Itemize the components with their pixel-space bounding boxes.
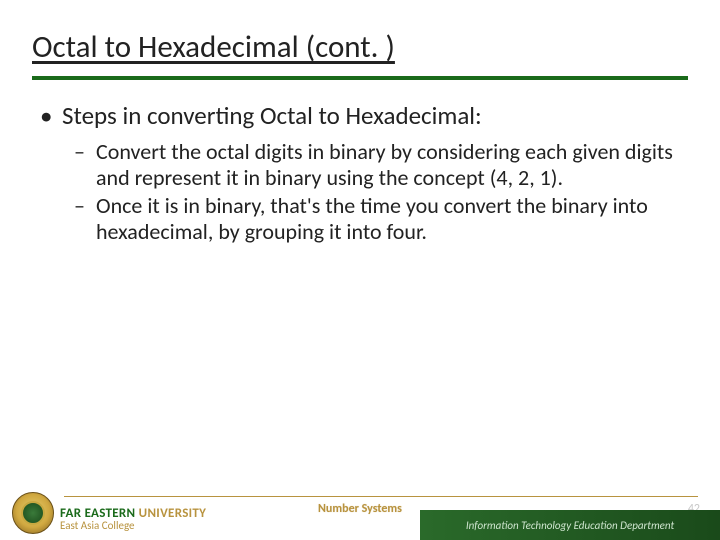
bullet-dot-icon: • — [40, 100, 62, 131]
college-name: East Asia College — [60, 520, 206, 532]
slide: Octal to Hexadecimal (cont. ) • Steps in… — [0, 0, 720, 540]
title-area: Octal to Hexadecimal (cont. ) — [0, 0, 720, 72]
slide-title: Octal to Hexadecimal (cont. ) — [32, 28, 688, 66]
bullet-dash-icon: – — [74, 139, 96, 191]
bullet-sub-text: Once it is in binary, that's the time yo… — [96, 193, 674, 245]
bullet-level-2: – Convert the octal digits in binary by … — [40, 139, 680, 191]
bullet-level-1: • Steps in converting Octal to Hexadecim… — [40, 100, 680, 131]
footer-rule — [64, 496, 698, 497]
content-area: • Steps in converting Octal to Hexadecim… — [0, 80, 720, 245]
bullet-dash-icon: – — [74, 193, 96, 245]
department-name: Information Technology Education Departm… — [466, 519, 674, 532]
bullet-sub-text: Convert the octal digits in binary by co… — [96, 139, 674, 191]
bullet-text: Steps in converting Octal to Hexadecimal… — [62, 100, 482, 131]
bullet-level-2: – Once it is in binary, that's the time … — [40, 193, 680, 245]
footer: FAR EASTERN UNIVERSITY East Asia College… — [0, 484, 720, 540]
department-block: Information Technology Education Departm… — [420, 510, 720, 540]
